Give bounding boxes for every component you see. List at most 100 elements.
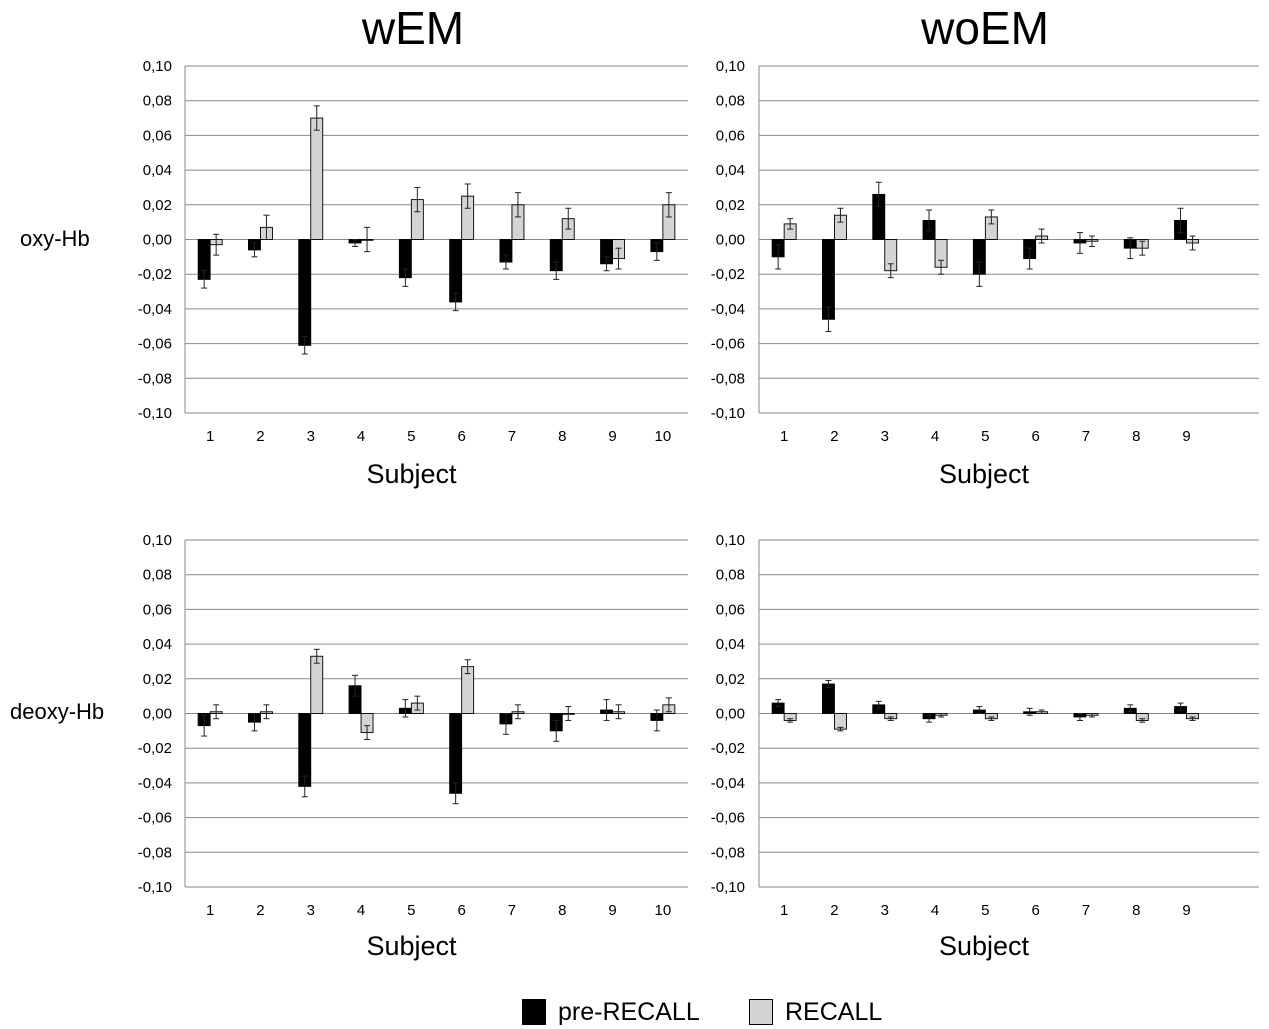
- x-tick-label: 10: [655, 902, 672, 919]
- bar-recall: [310, 655, 324, 714]
- y-tick-label: 0,02: [716, 197, 745, 214]
- x-tick-label: 7: [508, 902, 516, 919]
- bar-recall: [310, 117, 324, 240]
- row-label-deoxy-hb: deoxy-Hb: [10, 699, 105, 724]
- legend-item-recall: RECALL: [749, 996, 882, 1028]
- legend-swatch-pre-recall: [522, 999, 546, 1025]
- y-tick-label: -0,04: [711, 301, 745, 318]
- y-tick-label: 0,02: [143, 197, 172, 214]
- y-tick-label: 0,08: [716, 93, 745, 110]
- x-axis-label: Subject: [939, 459, 1030, 489]
- row-label-oxy-hb: oxy-Hb: [20, 226, 90, 251]
- bar-pre-recall: [449, 713, 463, 794]
- y-tick-label: -0,02: [711, 266, 745, 283]
- x-tick-label: 3: [307, 428, 315, 445]
- y-tick-label: -0,08: [711, 844, 745, 861]
- x-axis-label: Subject: [366, 931, 457, 961]
- x-tick-label: 4: [931, 902, 939, 919]
- chart-panel-4: 0,10 0,08 0,06 0,04 0,02 0,00 -0,02 -0,04 -0,06 -…: [711, 532, 1259, 961]
- x-axis-label: Subject: [366, 459, 457, 489]
- y-tick-label: -0,04: [711, 775, 745, 792]
- y-tick-label: 0,10: [143, 532, 172, 549]
- bar-pre-recall: [298, 239, 312, 346]
- y-tick-label: 0,08: [143, 93, 172, 110]
- y-tick-label: 0,00: [716, 232, 745, 249]
- chart-panel-3: 0,10 0,08 0,06 0,04 0,02 0,00 -0,02 -0,04 -0,06 -…: [138, 532, 688, 961]
- y-tick-label: 0,08: [143, 567, 172, 584]
- y-tick-label: 0,06: [143, 127, 172, 144]
- x-tick-label: 1: [206, 902, 214, 919]
- x-tick-label: 7: [508, 428, 516, 445]
- x-tick-label: 4: [357, 428, 365, 445]
- chart-panel-2: 0,10 0,08 0,06 0,04 0,02 0,00 -0,02 -0,04 -0,06 -…: [711, 58, 1259, 489]
- x-tick-label: 2: [830, 902, 838, 919]
- x-tick-label: 9: [1182, 902, 1190, 919]
- x-tick-label: 4: [357, 902, 365, 919]
- x-tick-label: 5: [981, 902, 989, 919]
- x-tick-label: 9: [1182, 428, 1190, 445]
- x-tick-label: 10: [655, 428, 672, 445]
- y-tick-label: -0,10: [138, 405, 172, 422]
- y-tick-label: -0,10: [138, 879, 172, 896]
- y-tick-label: -0,02: [138, 266, 172, 283]
- x-tick-label: 3: [881, 428, 889, 445]
- x-tick-label: 1: [780, 428, 788, 445]
- x-tick-label: 6: [457, 902, 465, 919]
- bar-pre-recall: [822, 683, 835, 714]
- y-tick-label: 0,10: [716, 532, 745, 549]
- y-tick-label: -0,08: [138, 370, 172, 387]
- x-tick-label: 9: [608, 902, 616, 919]
- x-tick-label: 1: [780, 902, 788, 919]
- x-tick-label: 8: [558, 428, 566, 445]
- x-tick-label: 5: [407, 902, 415, 919]
- x-tick-label: 9: [608, 428, 616, 445]
- y-tick-label: 0,06: [143, 601, 172, 618]
- x-tick-label: 4: [931, 428, 939, 445]
- bar-recall: [834, 713, 847, 730]
- x-tick-label: 3: [881, 902, 889, 919]
- y-tick-label: -0,10: [711, 879, 745, 896]
- x-tick-label: 6: [1031, 902, 1039, 919]
- y-tick-label: 0,04: [143, 636, 172, 653]
- y-tick-label: 0,06: [716, 127, 745, 144]
- y-tick-label: 0,02: [143, 671, 172, 688]
- y-tick-label: -0,06: [711, 336, 745, 353]
- y-tick-label: -0,04: [138, 775, 172, 792]
- title-woem: woEM: [921, 2, 1049, 54]
- y-tick-label: -0,08: [711, 370, 745, 387]
- bar-pre-recall: [449, 239, 463, 303]
- y-tick-label: 0,10: [716, 58, 745, 75]
- y-tick-label: 0,00: [143, 232, 172, 249]
- y-tick-label: -0,06: [138, 336, 172, 353]
- y-tick-label: 0,04: [716, 636, 745, 653]
- legend-label-recall: RECALL: [785, 997, 883, 1026]
- y-tick-label: 0,00: [143, 706, 172, 723]
- bar-pre-recall: [298, 713, 312, 787]
- x-tick-label: 3: [307, 902, 315, 919]
- y-tick-label: 0,06: [716, 601, 745, 618]
- x-tick-label: 2: [256, 902, 264, 919]
- legend-swatch-recall: [749, 999, 773, 1025]
- y-tick-label: -0,08: [138, 844, 172, 861]
- charts-area: 0,10 0,08 0,06 0,04 0,02 0,00 -0,02 -0,04 -0,06 -…: [138, 58, 1259, 961]
- x-tick-label: 5: [981, 428, 989, 445]
- x-tick-label: 8: [558, 902, 566, 919]
- y-tick-label: 0,02: [716, 671, 745, 688]
- x-tick-label: 2: [830, 428, 838, 445]
- y-tick-label: 0,04: [716, 162, 745, 179]
- x-tick-label: 1: [206, 428, 214, 445]
- y-tick-label: 0,00: [716, 706, 745, 723]
- y-tick-label: -0,06: [138, 810, 172, 827]
- x-tick-label: 2: [256, 428, 264, 445]
- x-tick-label: 5: [407, 428, 415, 445]
- x-axis-label: Subject: [939, 931, 1030, 961]
- x-tick-label: 7: [1082, 428, 1090, 445]
- x-tick-label: 6: [457, 428, 465, 445]
- legend-label-pre-recall: pre-RECALL: [558, 997, 700, 1026]
- x-tick-label: 6: [1031, 428, 1039, 445]
- chart-panel-1: 0,10 0,08 0,06 0,04 0,02 0,00 -0,02 -0,04 -0,06 -…: [138, 58, 688, 489]
- x-tick-label: 7: [1082, 902, 1090, 919]
- y-tick-label: -0,02: [138, 740, 172, 757]
- y-tick-label: -0,06: [711, 810, 745, 827]
- y-tick-label: 0,10: [143, 58, 172, 75]
